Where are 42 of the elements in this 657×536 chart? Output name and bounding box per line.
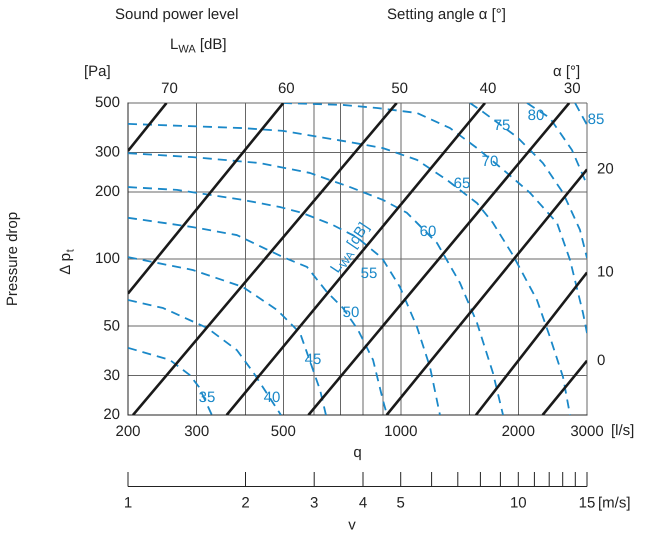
x-tick-label: 3000 (570, 423, 604, 440)
series-label: 10 (597, 264, 614, 281)
y-tick-label: 300 (94, 144, 120, 161)
series-label: 60 (278, 80, 295, 98)
series-label: 30 (564, 80, 581, 98)
text: 1 (124, 494, 132, 512)
text: [Pa] (84, 63, 111, 80)
text: 10 (510, 494, 527, 512)
x-tick-label: 200 (115, 423, 141, 440)
text: 15 (578, 494, 596, 512)
y-tick-label: 50 (103, 317, 120, 334)
y-tick-label: 20 (103, 406, 120, 424)
text: v (348, 516, 356, 534)
series-label: 20 (597, 160, 614, 178)
text: α [°] (553, 63, 580, 80)
text: Δ pt (57, 249, 77, 275)
text: 2 (241, 494, 250, 512)
x-tick-label: 1000 (384, 423, 418, 440)
series-label: 60 (420, 223, 436, 240)
series-label: 70 (161, 80, 178, 98)
text: Sound power level (115, 6, 238, 24)
x-tick-label: 300 (184, 423, 210, 440)
x-axis-title: q (353, 444, 362, 462)
series-label: 40 (480, 80, 496, 98)
y-tick-label: 100 (94, 250, 120, 268)
series-label: 50 (391, 80, 408, 98)
x-tick-label: 500 (270, 423, 296, 440)
series-label: 40 (264, 389, 280, 406)
series-label: 0 (597, 352, 606, 369)
y-tick-label: 30 (103, 366, 120, 384)
text: [m/s] (598, 494, 630, 512)
y-tick-label: 500 (94, 94, 120, 112)
text: 3 (310, 494, 318, 512)
text: 4 (358, 494, 368, 512)
text: 5 (396, 494, 405, 512)
y-tick-label: 200 (94, 182, 120, 200)
text: Setting angle α [°] (387, 6, 506, 24)
text: [l/s] (611, 422, 634, 440)
x-tick-label: 2000 (502, 423, 535, 440)
y-axis-title: Pressure drop (4, 212, 22, 306)
series-label: 85 (588, 111, 604, 128)
series-label: 80 (528, 107, 544, 124)
